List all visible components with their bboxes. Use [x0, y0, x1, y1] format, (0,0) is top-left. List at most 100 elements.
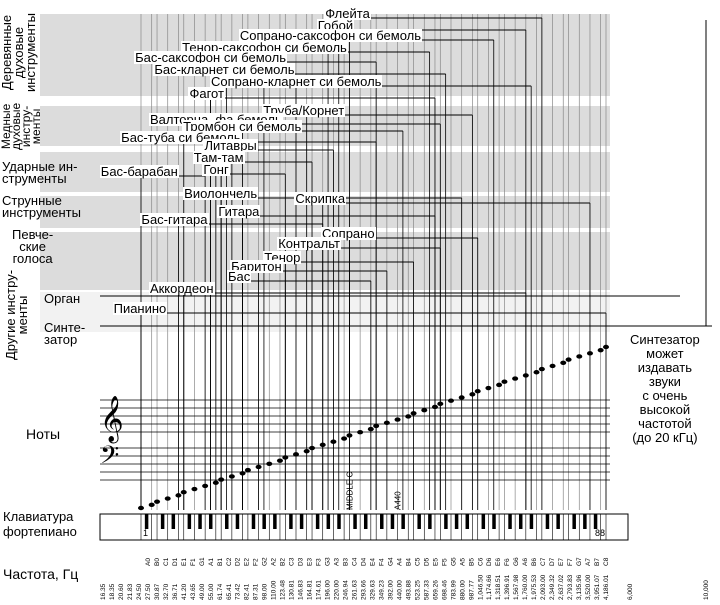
frequency-tick: 196.00 — [325, 580, 332, 600]
frequency-tick: 3,951.07 — [594, 574, 601, 600]
frequency-tick: 698.46 — [441, 580, 448, 600]
black-key — [198, 514, 202, 529]
instrument-label: Труба/Корнет — [262, 103, 346, 118]
a440-label: A440 — [394, 491, 403, 510]
note-tick: B4 — [405, 558, 412, 566]
note-head — [576, 354, 583, 359]
frequency-tick: 1,318.51 — [495, 574, 502, 600]
note-tick: D2 — [235, 557, 242, 566]
frequency-tick: 21.83 — [127, 583, 134, 600]
frequency-tick: 1,975.53 — [531, 574, 538, 600]
note-head — [496, 382, 503, 388]
category-percussion: Ударные ин- струменты — [2, 159, 78, 186]
frequency-tick: 146.83 — [298, 580, 305, 600]
instrument-label: Бас-гитара — [140, 212, 209, 227]
note-head — [565, 357, 572, 362]
black-key — [160, 514, 165, 529]
note-head — [560, 360, 567, 365]
category-other: Другие инстру- менты — [3, 269, 30, 360]
note-tick: C8 — [603, 557, 610, 566]
black-key — [444, 514, 448, 529]
frequency-tick: 392.00 — [387, 580, 394, 600]
instrument-label: Сопрано-саксофон си бемоль — [238, 28, 423, 43]
frequency-tick: 18.35 — [109, 583, 116, 600]
frequency-tick: 4,186.01 — [603, 574, 610, 600]
note-tick: G4 — [387, 557, 394, 566]
frequency-tick: 246.94 — [343, 580, 350, 600]
note-tick: A6 — [522, 558, 529, 566]
instrument-label: Контральт — [277, 236, 341, 251]
frequency-tick: 1,567.98 — [513, 574, 520, 600]
note-tick: B7 — [594, 558, 601, 566]
frequency-tick: 98.00 — [262, 583, 269, 600]
frequency-tick: 20.60 — [118, 583, 125, 600]
frequency-tick: 164.81 — [307, 580, 314, 600]
black-key — [529, 514, 534, 529]
black-key — [315, 514, 320, 529]
instrument-label: Бас-барабан — [99, 164, 179, 179]
frequency-tick: 1,396.91 — [504, 574, 511, 600]
frequency-tick: 220.00 — [334, 580, 341, 600]
note-head — [538, 366, 545, 372]
note-tick: F7 — [567, 558, 574, 566]
note-tick: E2 — [244, 558, 251, 566]
frequency-tick: 3,520.00 — [585, 574, 592, 600]
frequency-tick: 349.23 — [378, 580, 385, 600]
note-head — [549, 363, 556, 369]
note-tick: C2 — [226, 557, 233, 566]
black-key — [390, 514, 395, 529]
black-key — [353, 514, 357, 529]
note-head — [501, 379, 508, 384]
note-tick: E1 — [181, 558, 188, 566]
frequency-tick: 587.33 — [423, 580, 430, 600]
note-tick: F2 — [253, 558, 260, 566]
note-head — [175, 493, 182, 498]
note-head — [448, 398, 454, 403]
note-head — [346, 433, 353, 438]
frequency-tick: 3,135.96 — [576, 574, 583, 600]
note-tick: D7 — [549, 557, 556, 566]
note-tick: B5 — [468, 558, 475, 566]
note-head — [394, 417, 401, 422]
frequency-tick: 659.26 — [432, 580, 439, 600]
frequency-tick: 87.31 — [253, 583, 260, 600]
note-tick: B3 — [343, 558, 350, 566]
note-tick: C3 — [289, 557, 296, 566]
note-tick: C6 — [477, 557, 484, 566]
note-tick: B2 — [280, 558, 287, 566]
note-head — [282, 455, 289, 460]
black-key — [593, 514, 598, 529]
note-head — [341, 436, 348, 441]
note-head — [138, 505, 144, 511]
note-head — [293, 452, 299, 457]
bass-clef: 𝄢 — [100, 441, 119, 476]
frequency-tick: 329.63 — [369, 580, 376, 600]
frequency-tick: 16.35 — [100, 583, 107, 600]
note-tick: E6 — [495, 558, 502, 566]
black-key — [556, 514, 560, 529]
frequency-tick: 123.48 — [280, 580, 287, 600]
instrument-label: Гобой — [316, 18, 355, 33]
note-tick: B6 — [531, 558, 538, 566]
black-key — [251, 514, 256, 529]
frequency-tick: 523.25 — [414, 580, 421, 600]
frequency-tick: 49.00 — [199, 583, 206, 600]
note-tick: D3 — [298, 557, 305, 566]
instrument-label: Аккордеон — [148, 281, 215, 296]
black-key — [171, 514, 176, 529]
note-head — [154, 499, 161, 504]
black-key — [144, 514, 149, 529]
instrument-label: Литавры — [203, 138, 258, 153]
note-head — [180, 490, 187, 495]
frequency-tick: 41.20 — [181, 583, 188, 600]
note-tick: G3 — [325, 557, 332, 566]
note-head — [405, 414, 412, 419]
note-head — [244, 467, 251, 473]
note-head — [218, 477, 225, 482]
note-head — [522, 373, 529, 378]
black-key — [545, 514, 550, 529]
note-head — [191, 486, 198, 492]
note-tick: G2 — [262, 557, 269, 566]
black-key — [262, 514, 266, 529]
